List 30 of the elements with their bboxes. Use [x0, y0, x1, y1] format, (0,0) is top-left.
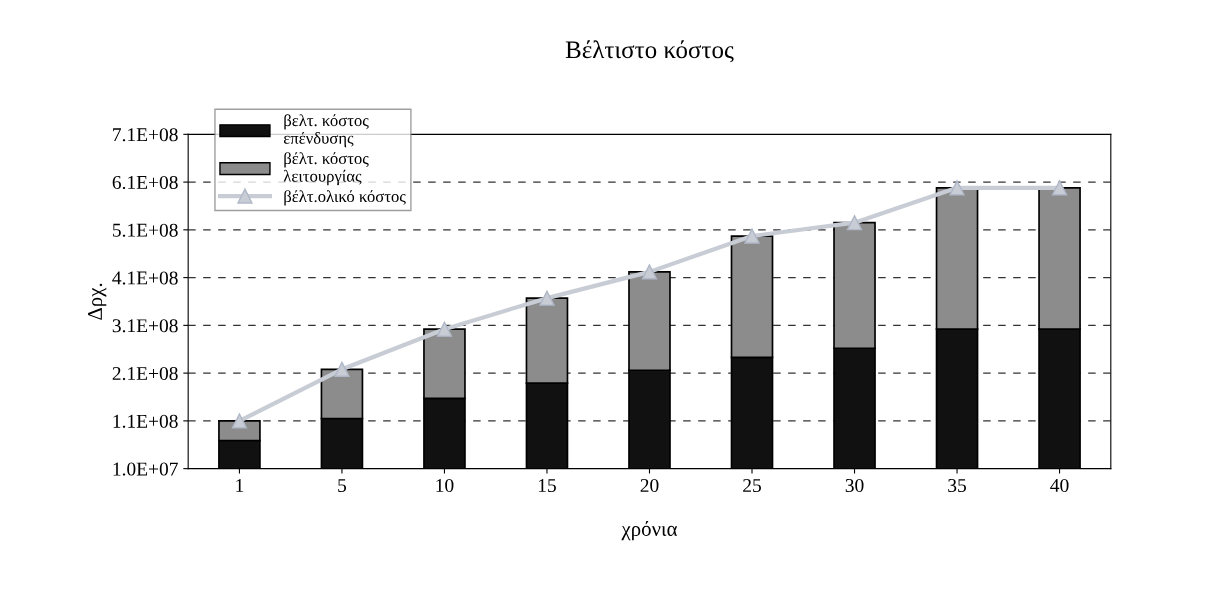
x-tick-label: 15 — [538, 479, 556, 493]
y-tick-label: 6.1E+08 — [112, 175, 178, 190]
y-tick-label: 3.1E+08 — [112, 319, 178, 333]
x-tick-label: 5 — [338, 479, 347, 493]
chart-title: Βέλτιστο κόστος — [565, 40, 734, 63]
y-tick-label: 4.1E+08 — [112, 271, 178, 285]
y-tick-label: 5.1E+08 — [112, 223, 178, 237]
point — [846, 215, 863, 231]
legend-label: βέλτ.ολικό κόστος — [284, 190, 406, 206]
x-tick-label: 35 — [948, 478, 966, 493]
point — [744, 228, 760, 244]
y-tick-label: 7.1E+08 — [113, 128, 178, 142]
x-tick-label: 25 — [743, 478, 761, 493]
x-tick-label: 30 — [845, 478, 864, 493]
point — [231, 413, 248, 429]
y-tick-label: 1.0E+07 — [113, 462, 178, 476]
point — [1051, 180, 1068, 196]
point — [949, 180, 965, 196]
x-tick-label: 40 — [1050, 478, 1069, 493]
point — [334, 361, 350, 377]
y-tick-label: 1.1E+08 — [113, 414, 178, 428]
x-tick-label: 10 — [436, 478, 454, 493]
point — [539, 290, 555, 306]
point — [436, 321, 453, 337]
y-tick-label: 2.1E+08 — [112, 366, 178, 381]
x-axis-title: χρόνια — [621, 521, 678, 541]
x-tick-label: 20 — [640, 478, 659, 493]
point — [641, 264, 658, 280]
y-axis-title: Δρχ. — [88, 283, 107, 320]
x-tick-label: 1 — [236, 479, 244, 492]
